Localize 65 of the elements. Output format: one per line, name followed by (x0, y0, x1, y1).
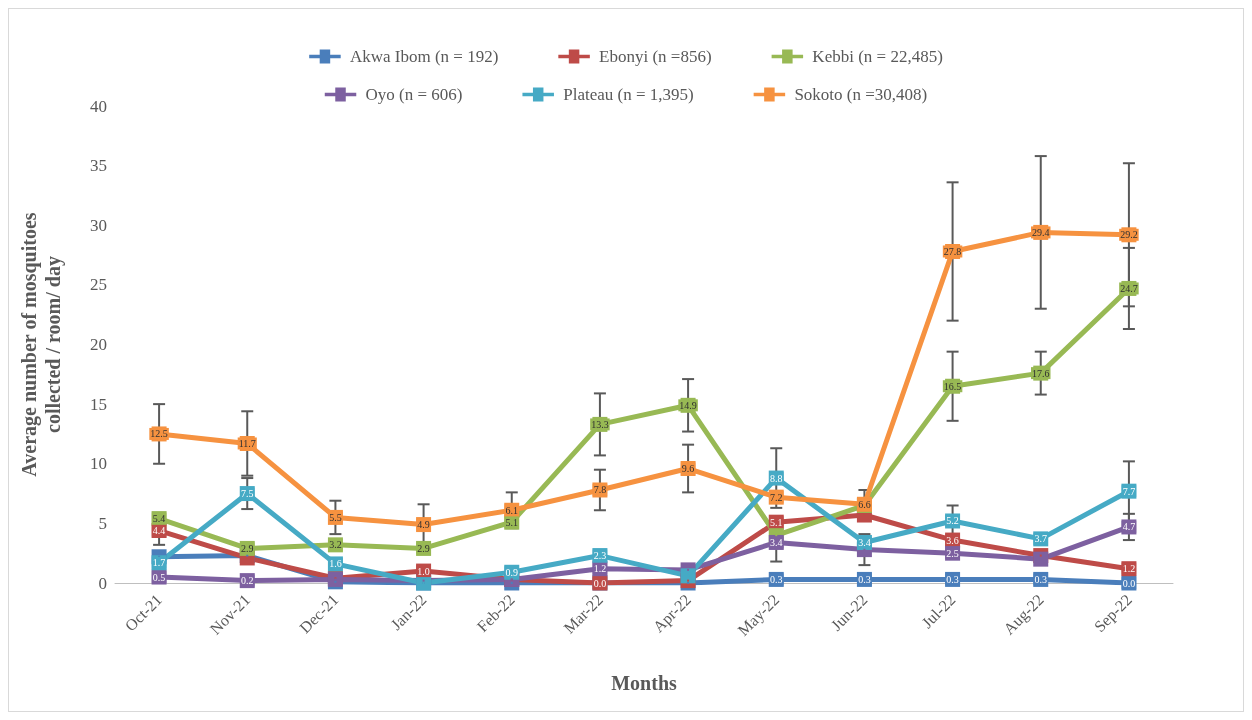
y-tick-label: 40 (90, 96, 107, 116)
data-label: 0.3 (770, 573, 783, 585)
data-label: 7.7 (1122, 485, 1136, 497)
data-label: 16.5 (943, 380, 962, 392)
y-tick-label: 5 (98, 513, 107, 533)
data-label: 2.9 (417, 542, 430, 554)
data-label: 14.9 (679, 399, 697, 411)
data-label: 29.4 (1032, 226, 1050, 238)
data-label: 5.5 (329, 511, 342, 523)
data-label: 7.8 (593, 484, 607, 496)
data-label: 17.6 (1032, 367, 1050, 379)
data-label: 0.9 (505, 566, 518, 578)
data-label: 3.6 (946, 534, 959, 546)
y-tick-label: 20 (90, 335, 107, 354)
data-label: 1.0 (417, 565, 430, 577)
legend-label: Akwa Ibom (n = 192) (349, 47, 499, 66)
data-label: 5.4 (152, 513, 166, 525)
data-label: 0.2 (241, 575, 254, 587)
legend-label: Ebonyi (n =856) (599, 47, 712, 66)
data-label: 27.8 (943, 245, 962, 257)
data-label: 1.2 (593, 563, 607, 575)
data-label: 0.3 (1034, 573, 1047, 585)
data-label: 0.0 (1122, 577, 1136, 589)
data-label: 3.4 (858, 536, 871, 548)
y-tick-label: 30 (90, 215, 107, 235)
data-label: 8.8 (770, 472, 783, 484)
data-label: 0.3 (858, 573, 871, 585)
legend-label: Plateau (n = 1,395) (563, 85, 694, 104)
y-tick-label: 35 (90, 156, 107, 176)
data-label: 9.6 (681, 463, 695, 475)
data-label: 7.5 (241, 488, 254, 500)
data-label: 13.3 (591, 418, 609, 430)
data-label: 4.9 (417, 519, 430, 531)
data-label: 4.4 (152, 525, 166, 537)
data-label: 3.2 (329, 539, 342, 551)
data-label: 2.5 (946, 547, 959, 559)
y-tick-label: 25 (90, 275, 107, 295)
data-label: 1.6 (329, 558, 342, 570)
data-label: 6.6 (858, 498, 871, 510)
legend-label: Oyo (n = 606) (365, 85, 463, 104)
data-label: 5.1 (770, 516, 783, 528)
y-tick-label: 10 (90, 454, 107, 474)
data-label: 6.1 (505, 504, 518, 516)
data-label: 0.3 (946, 573, 959, 585)
y-tick-label: 0 (98, 573, 107, 593)
data-label: 0.5 (152, 571, 166, 583)
x-axis-title: Months (611, 672, 677, 694)
data-label: 7.2 (770, 491, 783, 503)
data-label: 2.3 (593, 550, 607, 562)
data-label: 3.7 (1034, 533, 1047, 545)
data-label: 3.4 (770, 536, 783, 548)
data-label: 29.2 (1120, 229, 1138, 241)
data-label: 4.7 (1122, 521, 1136, 533)
data-label: 5.2 (946, 515, 959, 527)
data-label: 0.0 (593, 577, 607, 589)
legend-label: Kebbi (n = 22,485) (812, 47, 943, 66)
data-label: 1.2 (1122, 563, 1136, 575)
data-label: 12.5 (150, 428, 168, 440)
y-axis-title: Average number of mosquitoes collected / room/ day (18, 212, 65, 477)
legend-label: Sokoto (n =30,408) (794, 85, 928, 104)
data-label: 24.7 (1120, 282, 1138, 294)
data-label: 2.9 (241, 542, 254, 554)
y-tick-label: 15 (90, 394, 107, 414)
data-label: 1.7 (152, 557, 166, 569)
data-label: 5.1 (505, 516, 518, 528)
